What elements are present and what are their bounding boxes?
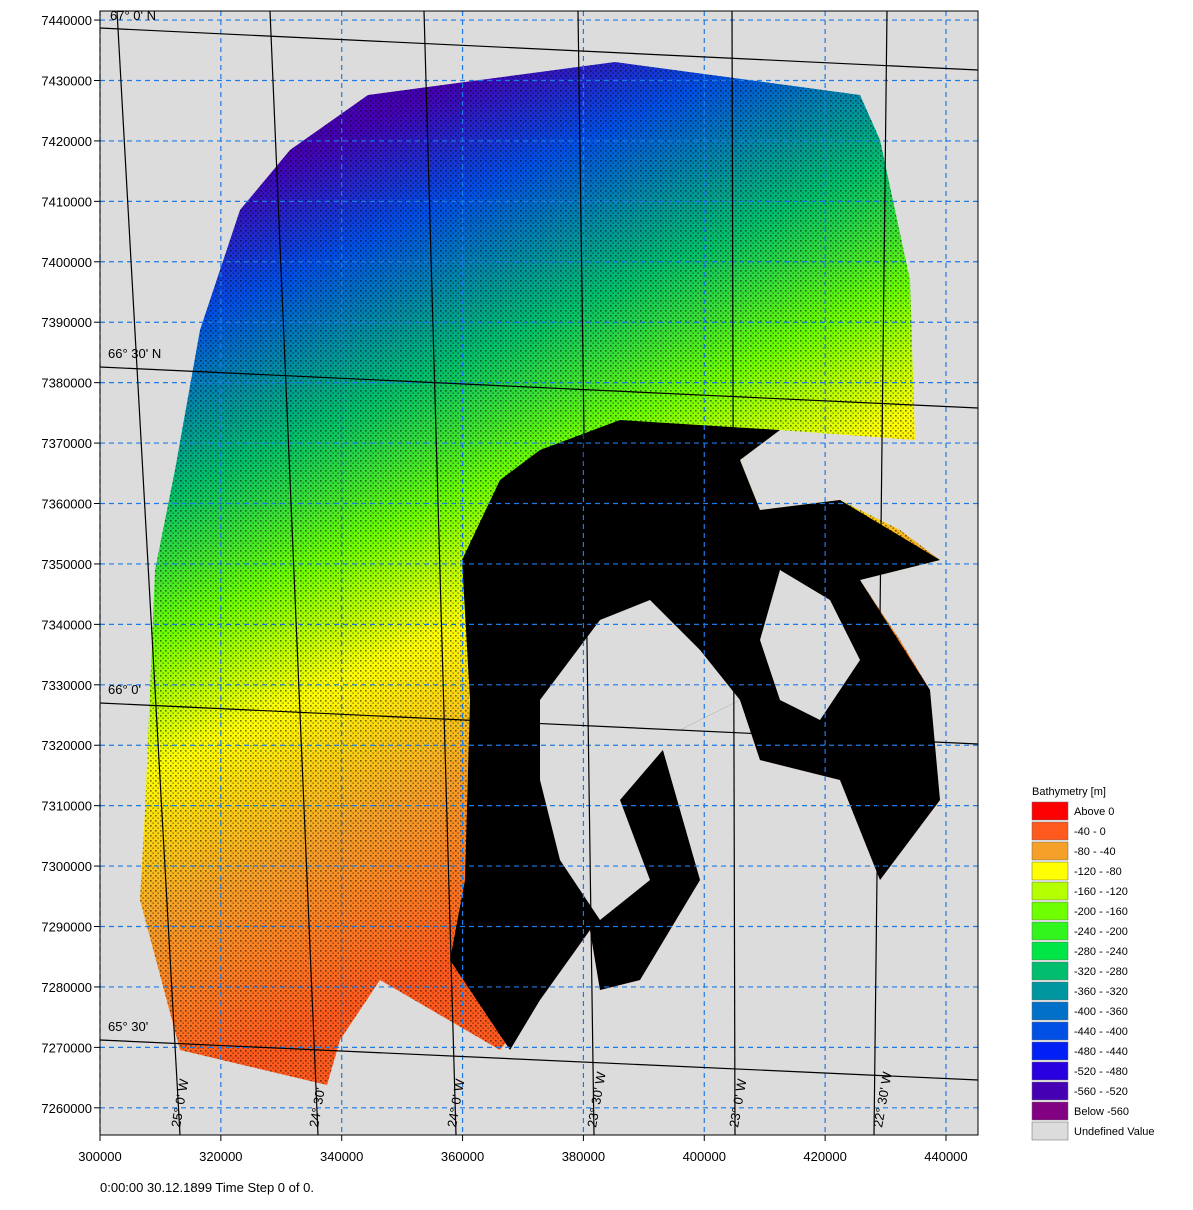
legend-swatch — [1032, 1042, 1068, 1060]
legend-label: -400 - -360 — [1074, 1006, 1128, 1018]
legend-label: -200 - -160 — [1074, 906, 1128, 918]
legend-swatch — [1032, 1122, 1068, 1140]
y-tick-label: 7290000 — [41, 920, 92, 935]
legend-label: -40 - 0 — [1074, 826, 1106, 838]
y-tick-label: 7320000 — [41, 738, 92, 753]
y-tick-label: 7280000 — [41, 980, 92, 995]
footer: 0:00:00 30.12.1899 Time Step 0 of 0. — [100, 1180, 314, 1195]
legend-label: -520 - -480 — [1074, 1066, 1128, 1078]
y-tick-label: 7270000 — [41, 1040, 92, 1055]
legend-label: -80 - -40 — [1074, 846, 1116, 858]
y-tick-label: 7370000 — [41, 436, 92, 451]
legend-swatch — [1032, 962, 1068, 980]
legend-label: -160 - -120 — [1074, 886, 1128, 898]
x-tick-label: 340000 — [320, 1149, 363, 1164]
legend-swatch — [1032, 882, 1068, 900]
x-tick-label: 300000 — [78, 1149, 121, 1164]
graticule-label: 67° 0' N — [110, 8, 156, 23]
x-tick-label: 420000 — [803, 1149, 846, 1164]
legend-swatch — [1032, 862, 1068, 880]
legend-label: -320 - -280 — [1074, 966, 1128, 978]
legend-swatch — [1032, 1102, 1068, 1120]
x-tick-label: 440000 — [924, 1149, 967, 1164]
page: {"plot": { "xlim": [300000, 445300], "yl… — [0, 0, 1193, 1205]
legend-title: Bathymetry [m] — [1032, 786, 1106, 798]
legend-swatch — [1032, 842, 1068, 860]
legend-swatch — [1032, 1022, 1068, 1040]
legend-swatch — [1032, 982, 1068, 1000]
legend-swatch — [1032, 922, 1068, 940]
legend-swatch — [1032, 1062, 1068, 1080]
legend-swatch — [1032, 902, 1068, 920]
y-tick-label: 7350000 — [41, 557, 92, 572]
y-tick-label: 7340000 — [41, 617, 92, 632]
y-tick-label: 7390000 — [41, 315, 92, 330]
y-tick-label: 7310000 — [41, 799, 92, 814]
y-tick-label: 7440000 — [41, 13, 92, 28]
y-tick-label: 7360000 — [41, 497, 92, 512]
legend-label: Below -560 — [1074, 1106, 1129, 1118]
x-tick-label: 360000 — [441, 1149, 484, 1164]
x-tick-label: 400000 — [683, 1149, 726, 1164]
legend-label: -120 - -80 — [1074, 866, 1122, 878]
legend-label: -240 - -200 — [1074, 926, 1128, 938]
y-tick-label: 7330000 — [41, 678, 92, 693]
legend-label: Undefined Value — [1074, 1126, 1155, 1138]
legend-label: Above 0 — [1074, 806, 1114, 818]
x-tick-label: 320000 — [199, 1149, 242, 1164]
y-tick-label: 7430000 — [41, 73, 92, 88]
y-tick-label: 7380000 — [41, 376, 92, 391]
legend-swatch — [1032, 942, 1068, 960]
legend-swatch — [1032, 822, 1068, 840]
map-view: 67° 0' N66° 30' N66° 0'65° 30'25° 0' W24… — [0, 0, 1193, 1205]
legend-label: -280 - -240 — [1074, 946, 1128, 958]
y-tick-label: 7400000 — [41, 255, 92, 270]
legend: Bathymetry [m] Above 0 -40 - 0 -80 - -40 -12… — [1032, 786, 1155, 1140]
legend-label: -560 - -520 — [1074, 1086, 1128, 1098]
legend-label: -440 - -400 — [1074, 1026, 1128, 1038]
legend-swatch — [1032, 1002, 1068, 1020]
x-tick-label: 380000 — [562, 1149, 605, 1164]
legend-swatch — [1032, 802, 1068, 820]
legend-label: -480 - -440 — [1074, 1046, 1128, 1058]
graticule-label: 66° 30' N — [108, 346, 161, 361]
y-tick-label: 7260000 — [41, 1101, 92, 1116]
graticule-label: 66° 0' — [108, 682, 141, 697]
y-tick-label: 7300000 — [41, 859, 92, 874]
graticule-label: 65° 30' — [108, 1019, 148, 1034]
y-tick-label: 7410000 — [41, 194, 92, 209]
legend-swatch — [1032, 1082, 1068, 1100]
legend-label: -360 - -320 — [1074, 986, 1128, 998]
y-tick-label: 7420000 — [41, 134, 92, 149]
